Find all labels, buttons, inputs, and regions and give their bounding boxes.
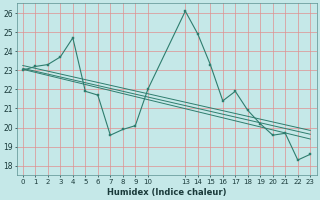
X-axis label: Humidex (Indice chaleur): Humidex (Indice chaleur) — [107, 188, 226, 197]
